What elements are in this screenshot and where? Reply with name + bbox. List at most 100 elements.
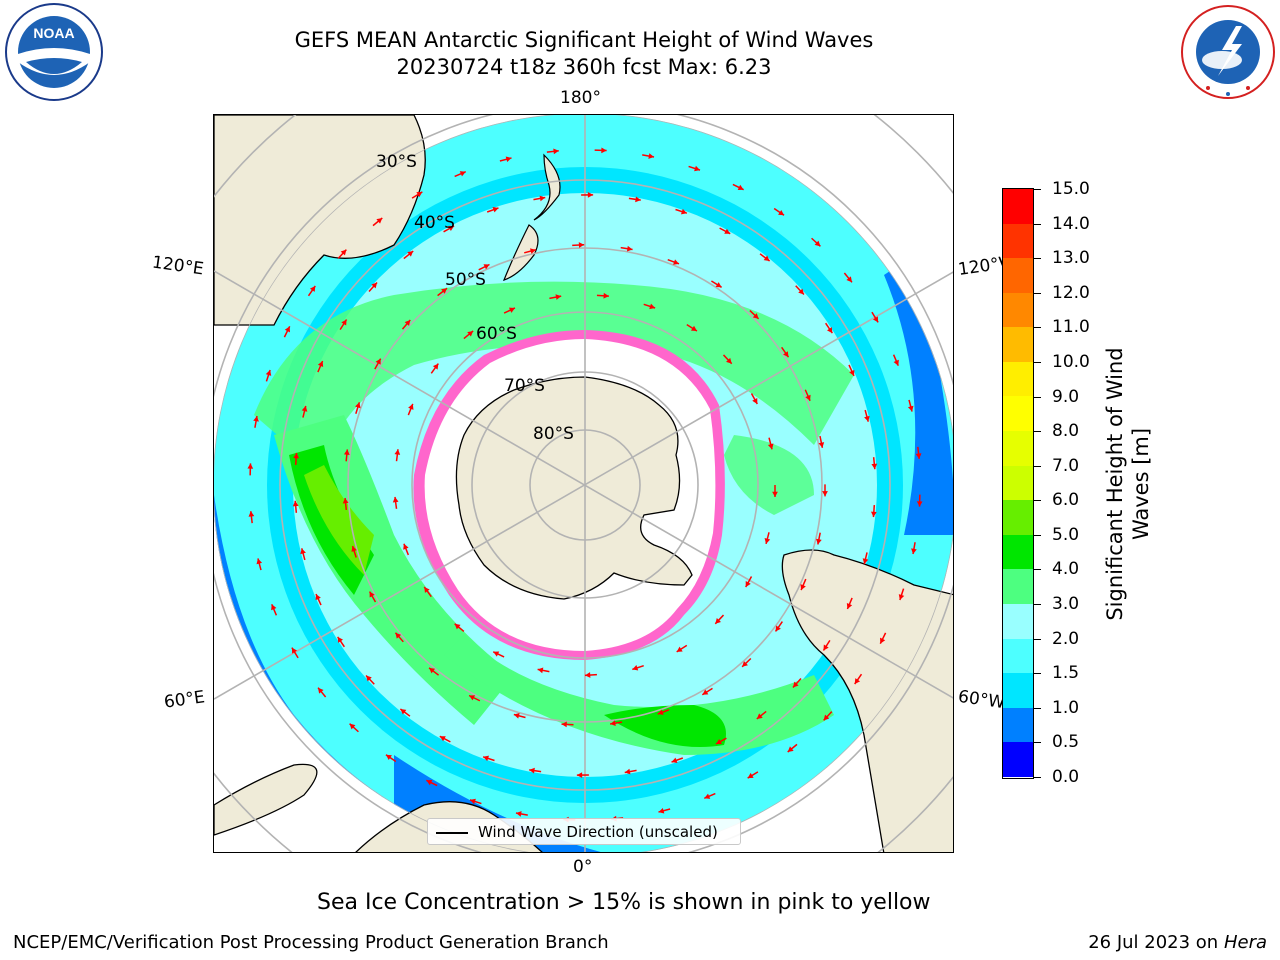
map-subtitle: 20230724 t18z 360h fcst Max: 6.23: [396, 55, 772, 79]
wave-direction-arrowhead: [849, 369, 855, 376]
wave-direction-arrowhead: [342, 497, 349, 504]
colorbar-bin: [1003, 431, 1033, 466]
colorbar-tick-label: 15.0: [1052, 179, 1090, 199]
colorbar-tick-label: 1.0: [1052, 697, 1080, 718]
wave-direction-arrowhead: [248, 511, 255, 517]
wave-direction-arrowhead: [341, 319, 347, 326]
wave-direction-arrowhead: [798, 288, 804, 295]
noaa-logo-icon: NOAA: [5, 3, 103, 101]
colorbar-bin: [1003, 292, 1033, 328]
antarctica-landmass: [455, 376, 693, 600]
lat-label-50s: 50°S: [445, 270, 486, 290]
wave-direction-arrowhead: [658, 807, 665, 814]
colorbar-tick: [1034, 742, 1041, 744]
wave-direction-arrowhead: [737, 184, 744, 190]
wave-direction-arrowhead: [747, 772, 754, 779]
lon-label-60w: 60°W: [956, 686, 1007, 714]
wave-direction-arrowhead: [898, 594, 905, 601]
wave-direction-arrowhead: [256, 558, 263, 565]
wave-direction-arrowhead: [792, 681, 799, 688]
colorbar-tick: [1034, 777, 1041, 778]
wave-direction-arrowhead: [407, 251, 414, 257]
wave-direction-arrowhead: [649, 303, 656, 310]
wave-direction-arrowhead: [483, 264, 490, 270]
wave-direction-arrowhead: [400, 708, 407, 715]
lat-label-70s: 70°S: [504, 376, 545, 396]
wave-direction-arrowhead: [508, 307, 515, 313]
colorbar-tick: [1034, 223, 1041, 225]
wave-direction-arrowhead: [555, 294, 562, 300]
colorbar-bin: [1003, 638, 1033, 674]
wave-direction-arrowhead: [439, 736, 446, 742]
wave-direction-arrowhead: [441, 288, 448, 294]
wave-direction-arrowhead: [492, 207, 499, 213]
wave-height-map: [214, 115, 953, 852]
colorbar-title: Significant Height of Wind Waves [m]: [1103, 347, 1153, 621]
colorbar-bin: [1003, 500, 1033, 535]
colorbar-bin: [1003, 707, 1033, 743]
colorbar-tick: [1034, 189, 1041, 190]
colorbar-tick-label: 10.0: [1052, 351, 1090, 372]
wave-direction-arrowhead: [467, 330, 474, 337]
map-title: GEFS MEAN Antarctic Significant Height o…: [294, 28, 874, 52]
wave-direction-arrowhead: [576, 772, 583, 778]
sea-ice-caption: Sea Ice Concentration > 15% is shown in …: [317, 890, 931, 915]
colorbar-bin: [1003, 327, 1033, 362]
wave-direction-arrowhead: [635, 196, 641, 203]
colorbar-tick-label: 2.0: [1052, 628, 1080, 649]
wave-direction-arrowhead: [385, 754, 392, 761]
colorbar-bin: [1003, 603, 1033, 639]
colorbar-tick: [1034, 569, 1041, 571]
wave-direction-arrowhead: [318, 687, 324, 694]
wave-direction-arrowhead: [823, 644, 829, 651]
wave-direction-arrowhead: [752, 397, 758, 404]
wave-direction-arrowhead: [763, 255, 770, 262]
lon-label-120e: 120°E: [150, 252, 205, 280]
colorbar-bin: [1003, 258, 1033, 293]
wave-direction-arrowhead: [587, 192, 594, 198]
wave-direction-arrowhead: [787, 746, 794, 752]
footer-date: 26 Jul 2023 on Hera: [1088, 932, 1267, 953]
colorbar-tick: [1034, 604, 1041, 606]
colorbar-tick: [1034, 673, 1041, 675]
wave-direction-arrowhead: [459, 171, 466, 177]
wave-direction-arrowhead: [309, 285, 316, 292]
wave-direction-arrowhead: [814, 240, 821, 247]
wave-direction-arrowhead: [715, 618, 721, 624]
wave-direction-arrowhead: [271, 604, 277, 611]
colorbar-tick: [1034, 500, 1041, 502]
wave-direction-arrowhead: [871, 463, 878, 470]
colorbar-tick-label: 14.0: [1052, 213, 1090, 234]
wave-direction-arrowhead: [648, 153, 655, 159]
wave-direction-arrowhead: [553, 148, 559, 155]
wave-direction-arrowhead: [872, 316, 879, 323]
graticule: [214, 115, 953, 852]
lat-label-80s: 80°S: [533, 424, 574, 444]
wave-direction-arrowhead: [827, 327, 833, 334]
wave-direction-arrowhead: [493, 651, 500, 657]
wave-direction-arrowhead: [375, 358, 381, 365]
wave-direction-arrowhead: [395, 632, 402, 639]
wave-direction-arrowhead: [726, 357, 732, 364]
wave-direction-arrowhead: [315, 594, 321, 601]
colorbar-bin: [1003, 396, 1033, 432]
wave-direction-arrowhead: [371, 282, 378, 289]
wave-direction-arrowhead: [715, 282, 722, 288]
wave-direction-arrowhead: [539, 195, 546, 202]
wave-direction-arrowhead: [880, 637, 886, 644]
wave-direction-arrowhead: [610, 720, 616, 727]
wave-direction-arrowhead: [340, 249, 347, 256]
wave-direction-arrowhead: [800, 584, 806, 591]
colorbar-tick-label: 3.0: [1052, 594, 1080, 615]
wave-direction-arrowhead: [822, 491, 828, 497]
lat-label-30s: 30°S: [376, 152, 417, 172]
wave-direction-arrowhead: [673, 259, 680, 265]
wave-direction-arrowhead: [355, 402, 361, 409]
wind-wave-arrows: [247, 147, 923, 823]
wave-direction-arrowhead: [408, 403, 414, 410]
new-zealand-landmass: [502, 153, 561, 281]
wave-direction-arrowhead: [702, 689, 709, 695]
wave-direction-arrowhead: [529, 767, 535, 774]
colorbar-tick-label: 12.0: [1052, 282, 1090, 303]
wave-direction-arrowhead: [756, 713, 763, 719]
